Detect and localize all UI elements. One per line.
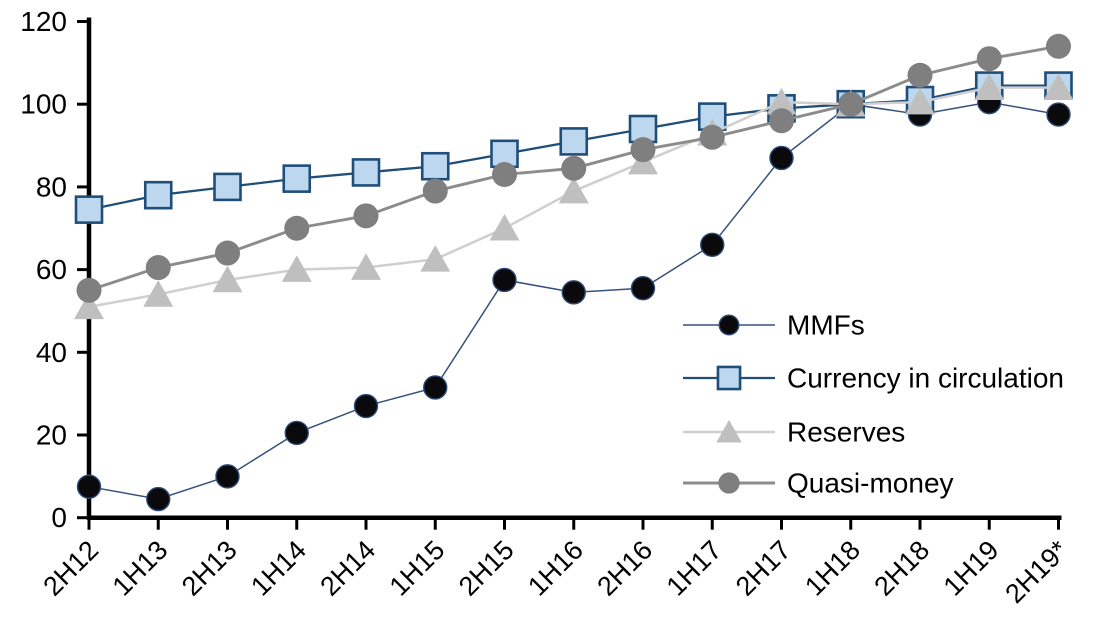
- marker-circle: [907, 62, 933, 88]
- legend-item-currency-in-circulation: Currency in circulation: [683, 363, 1064, 394]
- marker-circle: [718, 314, 740, 336]
- marker-circle: [146, 486, 171, 512]
- marker-circle: [769, 108, 794, 134]
- legend-label: Reserves: [787, 417, 905, 448]
- marker-circle: [76, 474, 102, 499]
- x-tick-label: 1H15: [384, 535, 451, 602]
- y-axis: 0 20 40 60 80 100 120: [20, 6, 92, 533]
- y-tick-label: 80: [36, 171, 67, 202]
- x-tick-label: 1H14: [245, 535, 312, 602]
- marker-circle: [215, 240, 240, 266]
- x-tick-label: 2H18: [868, 535, 935, 602]
- legend-label: Currency in circulation: [787, 363, 1064, 394]
- marker-circle: [492, 161, 517, 187]
- marker-circle: [423, 375, 448, 400]
- marker-circle: [284, 420, 309, 446]
- marker-circle: [1046, 102, 1071, 127]
- marker-circle: [699, 124, 725, 150]
- marker-circle: [353, 393, 379, 419]
- marker-circle: [422, 178, 448, 204]
- marker-circle: [353, 203, 379, 229]
- y-tick-label: 60: [36, 254, 67, 285]
- y-tick-label: 0: [51, 502, 67, 533]
- marker-square: [716, 365, 742, 391]
- marker-circle: [492, 267, 517, 293]
- legend-item-mmfs: MMFs: [683, 310, 865, 341]
- marker-triangle: [74, 292, 104, 320]
- x-tick-label: 1H19: [938, 535, 1005, 602]
- marker-circle: [718, 472, 740, 494]
- marker-triangle: [212, 265, 243, 293]
- marker-circle: [145, 255, 171, 281]
- x-tick-label: 2H15: [453, 535, 520, 602]
- marker-triangle: [974, 73, 1005, 100]
- series-mmfs: [76, 89, 1071, 512]
- marker-square: [351, 158, 381, 187]
- marker-square: [74, 195, 104, 224]
- y-tick-label: 40: [36, 337, 67, 368]
- x-tick-label: 2H12: [37, 535, 104, 602]
- y-tick-label: 100: [20, 89, 67, 120]
- marker-triangle: [143, 280, 174, 307]
- marker-triangle: [351, 253, 381, 280]
- marker-circle: [700, 232, 725, 257]
- marker-triangle: [489, 214, 520, 241]
- marker-square: [559, 127, 589, 156]
- marker-circle: [630, 276, 656, 301]
- y-tick-label: 20: [36, 420, 67, 451]
- y-tick-label: 120: [20, 6, 67, 37]
- marker-circle: [561, 280, 586, 305]
- marker-square: [420, 151, 450, 181]
- legend: MMFs Currency in circulation Reserves Quasi…: [683, 310, 1064, 499]
- marker-circle: [76, 277, 102, 303]
- marker-circle: [630, 137, 656, 163]
- x-tick-label: 1H18: [799, 535, 866, 602]
- marker-circle: [976, 46, 1002, 72]
- x-axis: 2H12 1H13 2H13 1H14 2H14 1H15 2H15 1H16 2H16 1H17…: [37, 515, 1074, 609]
- legend-label: MMFs: [787, 310, 865, 341]
- legend-label: Quasi-money: [787, 468, 954, 499]
- x-tick-label: 2H13: [176, 535, 243, 602]
- marker-circle: [1046, 33, 1071, 59]
- marker-triangle: [281, 255, 312, 282]
- marker-circle: [769, 145, 794, 171]
- marker-triangle: [420, 245, 451, 272]
- x-tick-label: 1H16: [522, 535, 589, 602]
- marker-triangle: [716, 419, 742, 443]
- x-tick-label: 1H17: [661, 535, 728, 602]
- x-tick-label: 2H17: [730, 535, 797, 602]
- marker-triangle: [766, 87, 797, 115]
- marker-triangle: [558, 176, 589, 204]
- marker-circle: [561, 155, 587, 181]
- x-tick-label: 1H13: [107, 535, 174, 602]
- x-tick-label: 2H19*: [999, 534, 1074, 609]
- series-quasi-money: [76, 33, 1071, 303]
- marker-circle: [215, 464, 240, 489]
- marker-triangle: [1043, 73, 1074, 100]
- marker-square: [282, 164, 312, 193]
- marker-circle: [838, 91, 864, 117]
- legend-item-quasi-money: Quasi-money: [683, 468, 954, 499]
- marker-triangle: [905, 87, 935, 115]
- x-tick-label: 2H14: [314, 535, 381, 602]
- marker-square: [143, 180, 173, 210]
- legend-item-reserves: Reserves: [683, 417, 905, 448]
- marker-square: [213, 172, 242, 202]
- x-tick-label: 2H16: [591, 535, 658, 602]
- marker-circle: [284, 215, 310, 241]
